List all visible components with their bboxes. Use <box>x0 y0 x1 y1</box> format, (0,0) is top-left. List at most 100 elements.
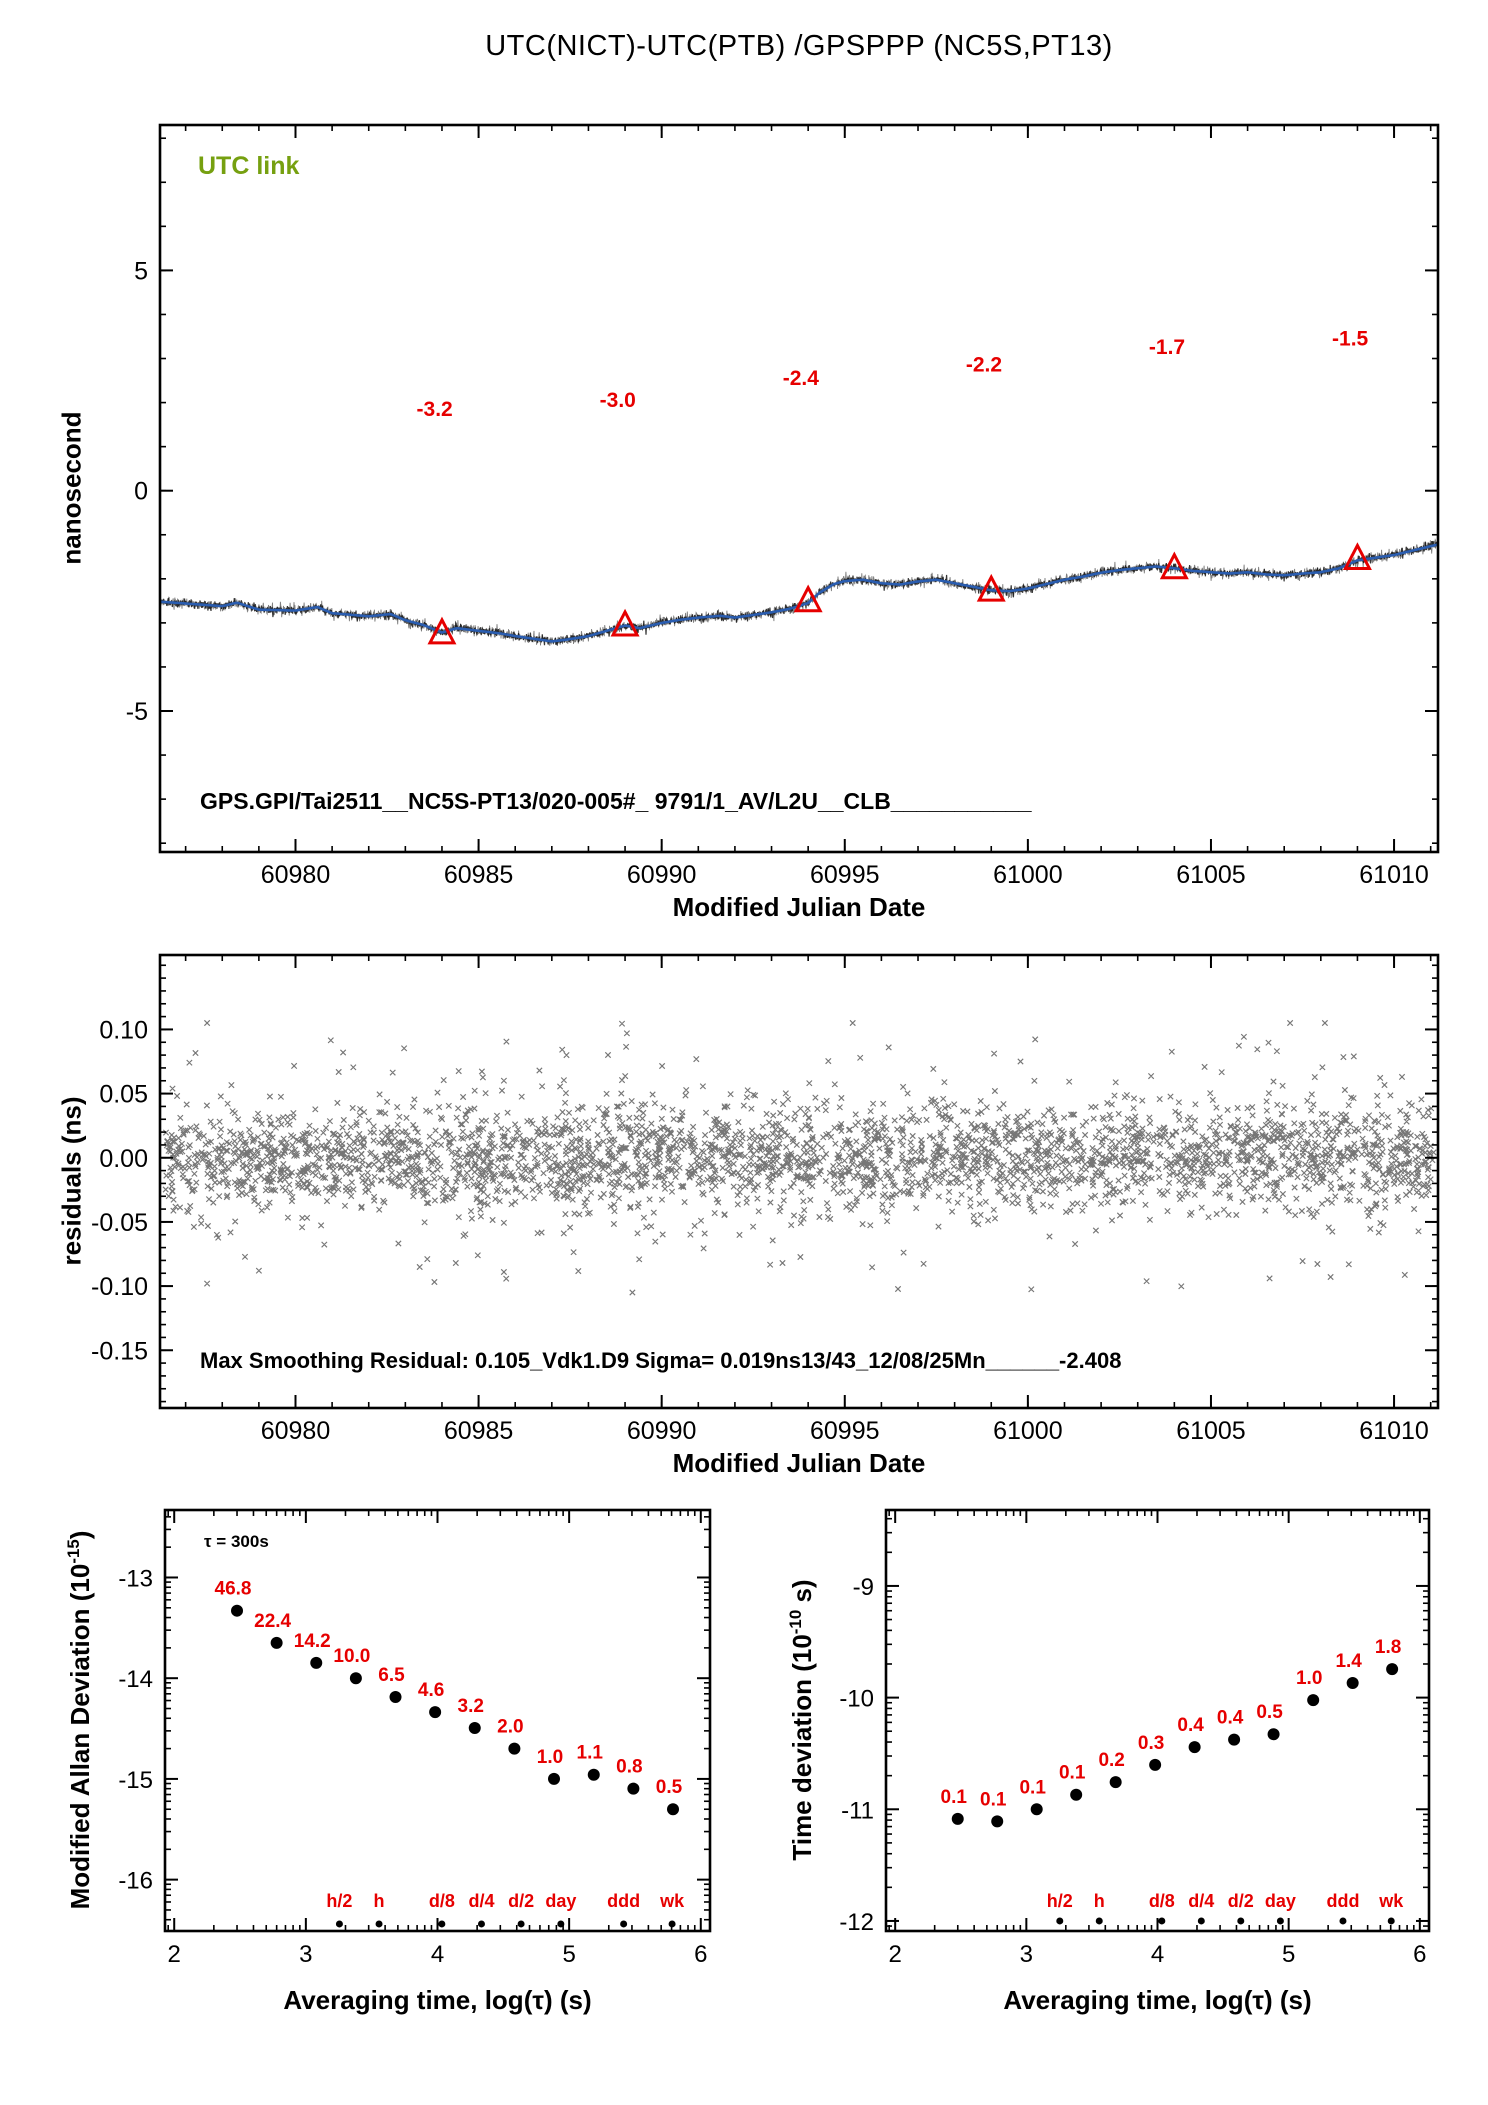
top-x-axis-label: Modified Julian Date <box>672 892 926 922</box>
svg-text:-16: -16 <box>118 1868 153 1895</box>
svg-text:-10: -10 <box>839 1686 874 1713</box>
mdev-y-label-close: ) <box>64 1530 95 1540</box>
svg-text:h/2: h/2 <box>326 1891 352 1911</box>
svg-text:0.10: 0.10 <box>99 1016 148 1044</box>
svg-text:5: 5 <box>562 1941 575 1968</box>
svg-text:-1.5: -1.5 <box>1332 327 1369 350</box>
mdev-series: 46.822.414.210.0 6.5 4.6 3.2 2.0 1.0 1.1 0.8 0.5… <box>215 1579 685 1928</box>
svg-text:day: day <box>1265 1891 1296 1911</box>
svg-text:0.3: 0.3 <box>1138 1733 1164 1754</box>
svg-text:0.1: 0.1 <box>980 1789 1007 1810</box>
svg-text:61000: 61000 <box>993 861 1063 889</box>
tdev-y-label-exponent: -10 <box>786 1609 806 1635</box>
svg-text:1.8: 1.8 <box>1375 1637 1401 1658</box>
svg-text:60980: 60980 <box>261 861 331 889</box>
svg-text:0.8: 0.8 <box>616 1757 642 1778</box>
svg-text:ddd: ddd <box>607 1891 640 1911</box>
svg-text:0: 0 <box>134 478 148 506</box>
svg-text:d/8: d/8 <box>1149 1891 1175 1911</box>
svg-text:0.5: 0.5 <box>1256 1702 1283 1723</box>
tau-note: τ = 300s <box>204 1532 269 1551</box>
svg-text:ddd: ddd <box>1326 1891 1359 1911</box>
svg-text:61010: 61010 <box>1359 861 1429 889</box>
link-config-annotation: GPS.GPI/Tai2511__NC5S-PT13/020-005#_ 979… <box>200 788 1032 814</box>
svg-text:0.1: 0.1 <box>941 1787 968 1808</box>
mid-x-axis-label: Modified Julian Date <box>672 1448 926 1478</box>
svg-text:0.1: 0.1 <box>1019 1777 1046 1798</box>
calibration-markers: -3.2 -3.0 -2.4 -2.2 -1.7 -1.5 <box>417 327 1372 645</box>
svg-text:1.1: 1.1 <box>577 1743 604 1764</box>
svg-text:61005: 61005 <box>1176 861 1246 889</box>
tdev-y-label-close: s) <box>786 1579 817 1610</box>
svg-text:-0.15: -0.15 <box>91 1337 148 1365</box>
svg-text:-11: -11 <box>841 1797 874 1824</box>
svg-text:-15: -15 <box>118 1767 153 1794</box>
utc-link-series <box>160 538 1438 647</box>
svg-text:h/2: h/2 <box>1047 1891 1073 1911</box>
svg-text:0.1: 0.1 <box>1059 1763 1086 1784</box>
svg-text:60980: 60980 <box>261 1417 331 1445</box>
svg-text:d/4: d/4 <box>1188 1891 1214 1911</box>
svg-text:-13: -13 <box>118 1565 153 1592</box>
page-title: UTC(NICT)-UTC(PTB) /GPSPPP (NC5S,PT13) <box>485 30 1113 62</box>
svg-text:4.6: 4.6 <box>418 1680 444 1701</box>
svg-text:0.5: 0.5 <box>656 1777 683 1798</box>
svg-text:14.2: 14.2 <box>294 1631 331 1652</box>
svg-text:1.0: 1.0 <box>537 1747 563 1768</box>
svg-text:3: 3 <box>299 1941 312 1968</box>
svg-text:5: 5 <box>1282 1941 1295 1968</box>
svg-text:-9: -9 <box>853 1574 874 1601</box>
tdev-series: 0.1 0.1 0.1 0.1 0.2 0.3 0.4 0.4 0.5 1.0 1.4 1.8 h/2 h… <box>941 1637 1404 1925</box>
svg-text:6.5: 6.5 <box>378 1665 405 1686</box>
residual-stats-annotation: Max Smoothing Residual: 0.105_Vdk1.D9 Si… <box>200 1348 1122 1373</box>
residuals-scatter <box>162 1019 1437 1296</box>
svg-text:3: 3 <box>1020 1941 1033 1968</box>
svg-text:0.4: 0.4 <box>1177 1715 1204 1736</box>
svg-text:60990: 60990 <box>627 861 697 889</box>
svg-text:2: 2 <box>168 1941 181 1968</box>
mdev-axes: 2 3 4 5 6 -13 -14 -15 -16 <box>118 1508 712 1968</box>
svg-text:wk: wk <box>1378 1891 1404 1911</box>
svg-text:60990: 60990 <box>627 1417 697 1445</box>
svg-text:d/2: d/2 <box>1228 1891 1254 1911</box>
svg-text:60985: 60985 <box>444 861 514 889</box>
svg-text:6: 6 <box>1413 1941 1426 1968</box>
svg-text:4: 4 <box>431 1941 444 1968</box>
svg-text:h: h <box>374 1891 385 1911</box>
tdev-y-label-text: Time deviation (10 <box>786 1634 817 1861</box>
svg-text:0.2: 0.2 <box>1098 1750 1124 1771</box>
svg-text:10.0: 10.0 <box>333 1646 370 1667</box>
mdev-y-label-text: Modified Allan Deviation (10 <box>64 1563 95 1910</box>
mdev-x-axis-label: Averaging time, log(τ) (s) <box>283 1985 592 2015</box>
svg-text:60985: 60985 <box>444 1417 514 1445</box>
tdev-y-axis-label: Time deviation (10-10 s) <box>786 1579 818 1860</box>
svg-text:-2.4: -2.4 <box>783 367 820 390</box>
svg-text:-3.2: -3.2 <box>417 398 453 421</box>
svg-text:d/2: d/2 <box>508 1891 534 1911</box>
svg-text:46.8: 46.8 <box>215 1579 252 1600</box>
svg-text:-0.10: -0.10 <box>91 1273 148 1301</box>
svg-text:6: 6 <box>694 1941 707 1968</box>
svg-text:0.00: 0.00 <box>99 1145 148 1173</box>
tdev-x-axis-label: Averaging time, log(τ) (s) <box>1003 1985 1312 2015</box>
svg-text:61000: 61000 <box>993 1417 1063 1445</box>
mid-y-axis-label: residuals (ns) <box>56 1096 87 1266</box>
svg-text:1.4: 1.4 <box>1335 1651 1362 1672</box>
svg-text:d/4: d/4 <box>468 1891 494 1911</box>
top-y-axis-label: nanosecond <box>56 411 87 565</box>
svg-text:-5: -5 <box>126 698 148 726</box>
svg-text:-2.2: -2.2 <box>966 354 1002 377</box>
svg-text:1.0: 1.0 <box>1296 1668 1322 1689</box>
utc-link-offset-axes: 60980 60985 60990 60995 61000 61005 61010 -5 0 5 <box>126 123 1440 889</box>
svg-text:0.05: 0.05 <box>99 1081 148 1109</box>
svg-text:3.2: 3.2 <box>458 1696 484 1717</box>
svg-text:d/8: d/8 <box>429 1891 455 1911</box>
mdev-y-axis-label: Modified Allan Deviation (10-15) <box>64 1531 96 1910</box>
svg-text:0.4: 0.4 <box>1217 1708 1244 1729</box>
svg-text:2.0: 2.0 <box>497 1717 523 1738</box>
svg-text:-1.7: -1.7 <box>1149 336 1185 359</box>
svg-text:60995: 60995 <box>810 1417 880 1445</box>
utc-link-label: UTC link <box>198 152 300 180</box>
